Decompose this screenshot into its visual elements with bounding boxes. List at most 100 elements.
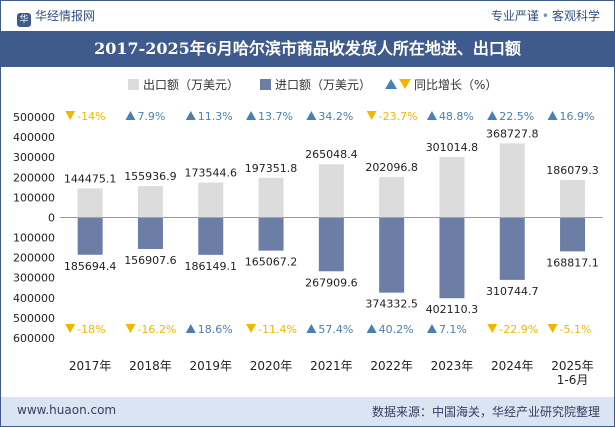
export-value-label: 155936.9	[124, 170, 177, 183]
x-tick-label: 2018年	[129, 359, 172, 373]
export-bar	[439, 156, 465, 218]
import-yoy-triangle-down-icon	[65, 324, 76, 333]
separator-dot-icon: •	[541, 9, 549, 23]
export-bar	[499, 143, 525, 218]
import-value-label: 374332.5	[365, 298, 418, 311]
x-tick-label: 2024年	[491, 359, 534, 373]
export-yoy-triangle-up-icon	[246, 111, 257, 120]
legend-label-yoy: 同比增长（%）	[414, 78, 497, 92]
x-tick-label: 2019年	[189, 359, 232, 373]
import-yoy-label: -18%	[77, 323, 105, 336]
chart-title: 2017-2025年6月哈尔滨市商品收发货人所在地进、出口额	[1, 31, 614, 67]
y-tick-label: 600000	[13, 332, 55, 345]
x-tick-label: 2017年	[69, 359, 112, 373]
export-yoy-triangle-up-icon	[487, 111, 498, 120]
brand-name: 华经情报网	[35, 9, 96, 23]
legend-label-export: 出口额（万美元）	[143, 78, 239, 92]
export-bar	[77, 188, 103, 218]
export-yoy-triangle-up-icon	[125, 111, 136, 120]
slogan-right: 客观科学	[551, 9, 600, 23]
import-yoy-label: -11.4%	[258, 323, 297, 336]
footer: www.huaon.com 数据来源：中国海关，华经产业研究院整理	[1, 397, 614, 426]
export-bar	[198, 182, 224, 218]
import-yoy-label: 57.4%	[318, 323, 353, 336]
export-bar	[560, 180, 586, 218]
import-yoy-triangle-down-icon	[125, 324, 136, 333]
import-bar	[439, 217, 465, 299]
slogan-left: 专业严谨	[490, 9, 539, 23]
import-bar	[318, 217, 344, 272]
import-value-label: 156907.6	[124, 254, 177, 267]
brand[interactable]: 华华经情报网	[17, 7, 95, 27]
export-bar	[379, 176, 405, 218]
import-yoy-label: 18.6%	[198, 323, 233, 336]
import-bar	[198, 217, 224, 255]
y-tick-label: 400000	[13, 131, 55, 144]
import-bar	[137, 217, 163, 249]
import-value-label: 165067.2	[245, 256, 298, 269]
legend-triangle-down-icon	[399, 79, 411, 89]
export-yoy-triangle-up-icon	[306, 111, 317, 120]
import-bar	[560, 217, 586, 252]
import-yoy-label: -5.1%	[560, 323, 592, 336]
export-value-label: 301014.8	[426, 141, 479, 154]
export-yoy-triangle-up-icon	[185, 111, 196, 120]
import-value-label: 185694.4	[64, 260, 117, 273]
import-yoy-label: 7.1%	[439, 323, 467, 336]
import-yoy-triangle-down-icon	[487, 324, 498, 333]
export-yoy-label: 11.3%	[198, 110, 233, 123]
export-value-label: 173544.6	[185, 167, 238, 180]
export-bar	[318, 164, 344, 218]
import-value-label: 168817.1	[546, 256, 599, 269]
import-bar	[258, 217, 284, 251]
import-yoy-triangle-down-icon	[547, 324, 558, 333]
top-bar: 华华经情报网 专业严谨 • 客观科学	[1, 1, 614, 29]
export-value-label: 144475.1	[64, 172, 117, 185]
y-tick-label: 500000	[13, 312, 55, 325]
x-tick-label: 2022年	[370, 359, 413, 373]
legend-swatch-import	[260, 79, 271, 90]
import-yoy-triangle-up-icon	[185, 324, 196, 333]
export-bar	[137, 186, 163, 218]
y-tick-label: 0	[48, 211, 55, 224]
export-yoy-label: 16.9%	[560, 110, 595, 123]
legend-swatch-export	[128, 79, 139, 90]
export-value-label: 186079.3	[546, 164, 599, 177]
x-tick-label: 1-6月	[557, 373, 589, 387]
export-value-label: 197351.8	[245, 162, 298, 175]
y-tick-label: 500000	[13, 111, 55, 124]
x-tick-label: 2020年	[250, 359, 293, 373]
import-yoy-label: 40.2%	[379, 323, 414, 336]
legend-triangle-up-icon	[385, 79, 397, 89]
export-yoy-triangle-up-icon	[547, 111, 558, 120]
import-value-label: 186149.1	[185, 260, 238, 273]
export-yoy-label: 22.5%	[499, 110, 534, 123]
import-bar	[379, 217, 405, 293]
export-bar	[258, 177, 284, 218]
export-value-label: 368727.8	[486, 127, 539, 140]
brand-logo-icon: 华	[17, 13, 31, 27]
export-yoy-label: 48.8%	[439, 110, 474, 123]
import-yoy-triangle-up-icon	[306, 324, 317, 333]
export-yoy-triangle-down-icon	[65, 111, 76, 120]
import-value-label: 402110.3	[426, 303, 479, 316]
x-tick-label: 2023年	[431, 359, 474, 373]
y-tick-label: 100000	[13, 191, 55, 204]
export-value-label: 202096.8	[365, 161, 418, 174]
y-tick-label: 100000	[13, 232, 55, 245]
y-tick-label: 200000	[13, 171, 55, 184]
export-yoy-triangle-down-icon	[366, 111, 377, 120]
import-yoy-triangle-down-icon	[246, 324, 257, 333]
import-bar	[499, 217, 525, 280]
footer-url[interactable]: www.huaon.com	[17, 403, 117, 417]
slogan-tags: 专业严谨 • 客观科学	[491, 7, 600, 24]
export-yoy-label: 34.2%	[318, 110, 353, 123]
x-tick-label: 2025年	[551, 359, 594, 373]
export-yoy-label: -14%	[77, 110, 105, 123]
x-tick-label: 2021年	[310, 359, 353, 373]
import-yoy-label: -22.9%	[499, 323, 538, 336]
import-yoy-label: -16.2%	[137, 323, 176, 336]
y-tick-label: 400000	[13, 292, 55, 305]
export-yoy-label: 7.9%	[137, 110, 165, 123]
y-tick-label: 300000	[13, 272, 55, 285]
